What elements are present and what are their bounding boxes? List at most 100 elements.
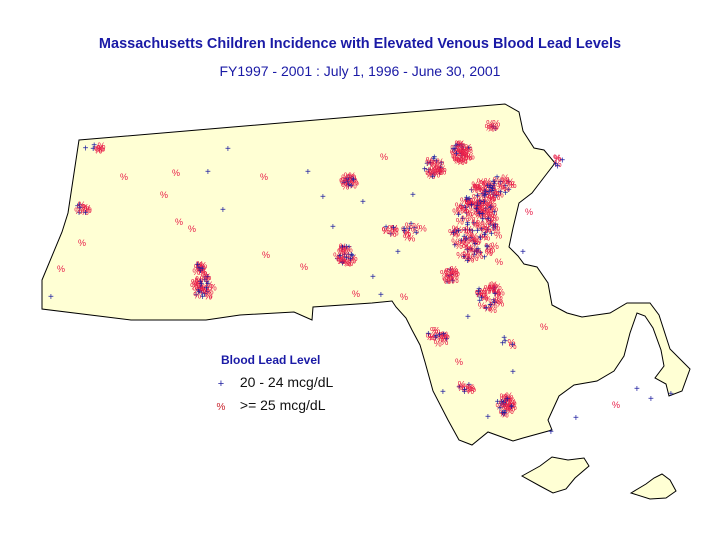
percent-marker-icon: % <box>350 253 358 263</box>
percent-marker-icon: % <box>465 243 473 253</box>
percent-marker-icon: % <box>461 145 469 155</box>
percent-marker-icon: % <box>493 176 501 186</box>
marthas-vineyard-island <box>520 456 590 494</box>
percent-marker-icon: % <box>463 249 471 259</box>
plus-marker-icon: + <box>434 157 440 168</box>
plus-marker-icon: + <box>503 399 509 410</box>
percent-marker-icon: % <box>472 206 480 216</box>
percent-marker-icon: % <box>195 277 203 287</box>
percent-marker-icon: % <box>554 159 562 169</box>
plus-marker-icon: + <box>454 140 460 151</box>
percent-marker-icon: % <box>467 246 475 256</box>
plus-marker-icon: + <box>485 412 491 423</box>
plus-marker-icon: + <box>462 226 468 237</box>
percent-marker-icon: % <box>480 293 488 303</box>
percent-marker-icon: % <box>476 208 484 218</box>
percent-marker-icon: % <box>474 202 482 212</box>
percent-marker-icon: % <box>450 269 458 279</box>
percent-marker-icon: % <box>477 218 485 228</box>
percent-marker-icon: % <box>495 257 503 267</box>
plus-marker-icon: + <box>487 181 493 192</box>
percent-marker-icon: % <box>483 286 491 296</box>
percent-marker-icon: % <box>341 182 349 192</box>
plus-marker-icon: + <box>465 256 471 267</box>
percent-marker-icon: % <box>438 166 446 176</box>
percent-marker-icon: % <box>500 176 508 186</box>
plus-marker-icon: + <box>346 243 352 254</box>
plus-marker-icon: + <box>476 196 482 207</box>
percent-marker-icon: % <box>202 285 210 295</box>
percent-marker-icon: % <box>459 148 467 158</box>
plus-marker-icon: + <box>433 331 439 342</box>
plus-marker-icon: + <box>495 397 501 408</box>
plus-marker-icon: + <box>449 270 455 281</box>
plus-marker-icon: + <box>475 226 481 237</box>
percent-marker-icon: % <box>216 402 226 413</box>
percent-marker-icon: % <box>469 234 477 244</box>
plus-marker-icon: + <box>198 266 204 277</box>
plus-marker-icon: + <box>217 378 225 390</box>
plus-marker-icon: + <box>438 164 444 175</box>
percent-marker-icon: % <box>435 167 443 177</box>
percent-marker-icon: % <box>455 139 463 149</box>
percent-marker-icon: % <box>465 231 473 241</box>
percent-marker-icon: % <box>437 164 445 174</box>
plus-marker-icon: + <box>346 173 352 184</box>
plus-marker-icon: + <box>453 141 459 152</box>
percent-marker-icon: % <box>206 286 214 296</box>
percent-marker-icon: % <box>490 187 498 197</box>
percent-marker-icon: % <box>193 290 201 300</box>
plus-marker-icon: + <box>503 188 509 199</box>
percent-marker-icon: % <box>509 402 517 412</box>
plus-marker-icon: + <box>48 292 54 303</box>
percent-marker-icon: % <box>472 237 480 247</box>
plus-marker-icon: + <box>83 208 89 219</box>
percent-marker-icon: % <box>472 196 480 206</box>
percent-marker-icon: % <box>434 339 442 349</box>
percent-marker-icon: % <box>485 247 493 257</box>
percent-marker-icon: % <box>469 200 477 210</box>
plus-marker-icon: + <box>196 286 202 297</box>
percent-marker-icon: % <box>348 172 356 182</box>
percent-marker-icon: % <box>480 288 488 298</box>
plus-marker-icon: + <box>483 190 489 201</box>
percent-marker-icon: % <box>430 326 438 336</box>
plus-marker-icon: + <box>501 401 507 412</box>
percent-marker-icon: % <box>474 210 482 220</box>
percent-marker-icon: % <box>495 295 503 305</box>
plus-marker-icon: + <box>488 203 494 214</box>
percent-marker-icon: % <box>492 192 500 202</box>
percent-marker-icon: % <box>488 213 496 223</box>
percent-marker-icon: % <box>426 332 434 342</box>
plus-marker-icon: + <box>462 385 468 396</box>
percent-marker-icon: % <box>455 201 463 211</box>
plus-marker-icon: + <box>345 177 351 188</box>
percent-marker-icon: % <box>455 241 463 251</box>
plus-marker-icon: + <box>492 283 498 294</box>
percent-marker-icon: % <box>494 231 502 241</box>
percent-marker-icon: % <box>439 164 447 174</box>
plus-marker-icon: + <box>474 204 480 215</box>
percent-marker-icon: % <box>487 244 495 254</box>
plus-marker-icon: + <box>485 214 491 225</box>
plus-marker-icon: + <box>77 200 83 211</box>
plus-marker-icon: + <box>472 247 478 258</box>
percent-marker-icon: % <box>506 406 514 416</box>
plus-marker-icon: + <box>510 340 516 351</box>
plus-marker-icon: + <box>438 163 444 174</box>
percent-marker-icon: % <box>499 409 507 419</box>
percent-marker-icon: % <box>94 145 102 155</box>
percent-marker-icon: % <box>342 249 350 259</box>
plus-marker-icon: + <box>456 210 462 221</box>
percent-marker-icon: % <box>485 195 493 205</box>
percent-marker-icon: % <box>343 176 351 186</box>
percent-marker-icon: % <box>456 205 464 215</box>
plus-marker-icon: + <box>407 224 413 235</box>
plus-marker-icon: + <box>482 187 488 198</box>
legend-label: >= 25 mcg/dL <box>239 397 326 413</box>
plus-marker-icon: + <box>343 253 349 264</box>
percent-marker-icon: % <box>478 184 486 194</box>
plus-marker-icon: + <box>492 289 498 300</box>
percent-marker-icon: % <box>473 182 481 192</box>
percent-marker-icon: % <box>459 149 467 159</box>
